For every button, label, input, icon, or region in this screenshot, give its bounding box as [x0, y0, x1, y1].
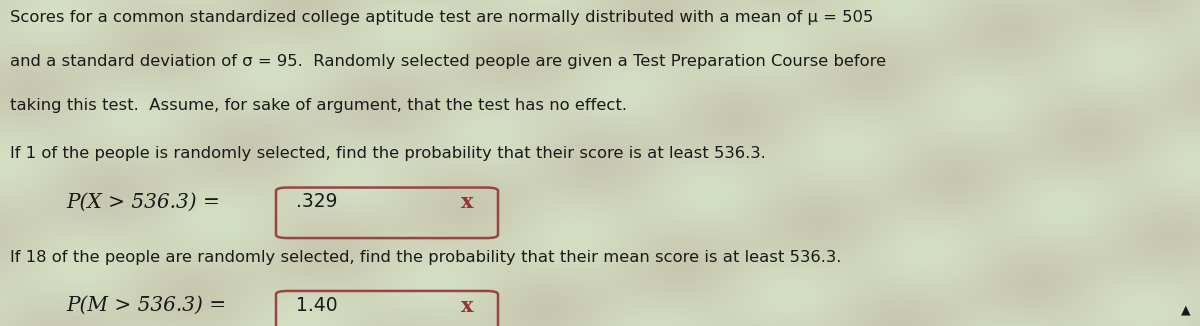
Text: If 18 of the people are randomly selected, find the probability that their mean : If 18 of the people are randomly selecte… — [10, 250, 841, 265]
Text: 1.40: 1.40 — [296, 296, 338, 315]
Text: P(X > 536.3) =: P(X > 536.3) = — [66, 192, 227, 212]
Text: P(M > 536.3) =: P(M > 536.3) = — [66, 296, 233, 315]
Text: ▲: ▲ — [1181, 303, 1190, 316]
Text: If 1 of the people is randomly selected, find the probability that their score i: If 1 of the people is randomly selected,… — [10, 146, 766, 161]
Text: .329: .329 — [296, 192, 338, 212]
Text: x: x — [462, 296, 474, 316]
Text: taking this test.  Assume, for sake of argument, that the test has no effect.: taking this test. Assume, for sake of ar… — [10, 98, 626, 113]
Text: x: x — [462, 192, 474, 213]
Text: Scores for a common standardized college aptitude test are normally distributed : Scores for a common standardized college… — [10, 10, 872, 25]
Text: and a standard deviation of σ = 95.  Randomly selected people are given a Test P: and a standard deviation of σ = 95. Rand… — [10, 54, 886, 69]
